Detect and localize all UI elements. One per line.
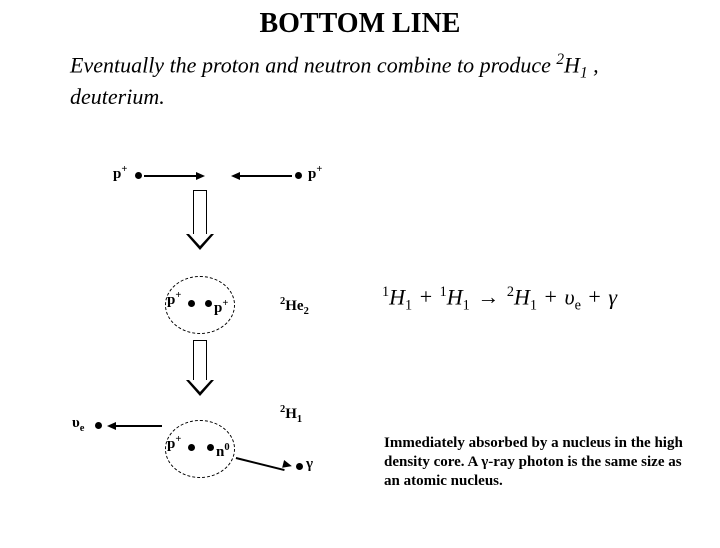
arrow-head bbox=[107, 422, 116, 430]
proton-label: p+ bbox=[113, 164, 127, 183]
gamma-dot bbox=[296, 463, 303, 470]
proton-label: p+ bbox=[214, 298, 228, 317]
proton-label: p+ bbox=[167, 290, 181, 309]
subtitle: Eventually the proton and neutron combin… bbox=[70, 50, 660, 110]
proton-dot bbox=[135, 172, 142, 179]
page-title: BOTTOM LINE bbox=[0, 8, 720, 40]
proton-dot bbox=[205, 300, 212, 307]
arrow-head bbox=[196, 172, 205, 180]
proton-dot bbox=[188, 444, 195, 451]
he2-label: 2He2 bbox=[280, 296, 309, 317]
gamma-label: γ bbox=[306, 456, 313, 473]
neutrino-dot bbox=[95, 422, 102, 429]
reaction-equation: 1H1 + 1H1 → 2H1 + υe + γ bbox=[382, 284, 617, 315]
arrow-left bbox=[240, 175, 292, 177]
reaction-diagram: p+ p+ p+ p+ 2He2 2H1 p+ n0 bbox=[0, 148, 720, 548]
proton-dot bbox=[295, 172, 302, 179]
h1-label: 2H1 bbox=[280, 404, 302, 425]
arrow-head bbox=[231, 172, 240, 180]
proton-label: p+ bbox=[167, 434, 181, 453]
arrow-diag bbox=[236, 457, 285, 471]
proton-label: p+ bbox=[308, 164, 322, 183]
neutron-dot bbox=[207, 444, 214, 451]
arrow-left bbox=[116, 425, 162, 427]
proton-dot bbox=[188, 300, 195, 307]
footnote-text: Immediately absorbed by a nucleus in the… bbox=[384, 434, 694, 490]
arrow-right bbox=[144, 175, 196, 177]
neutrino-label: υe bbox=[72, 415, 84, 434]
neutron-label: n0 bbox=[216, 442, 230, 461]
